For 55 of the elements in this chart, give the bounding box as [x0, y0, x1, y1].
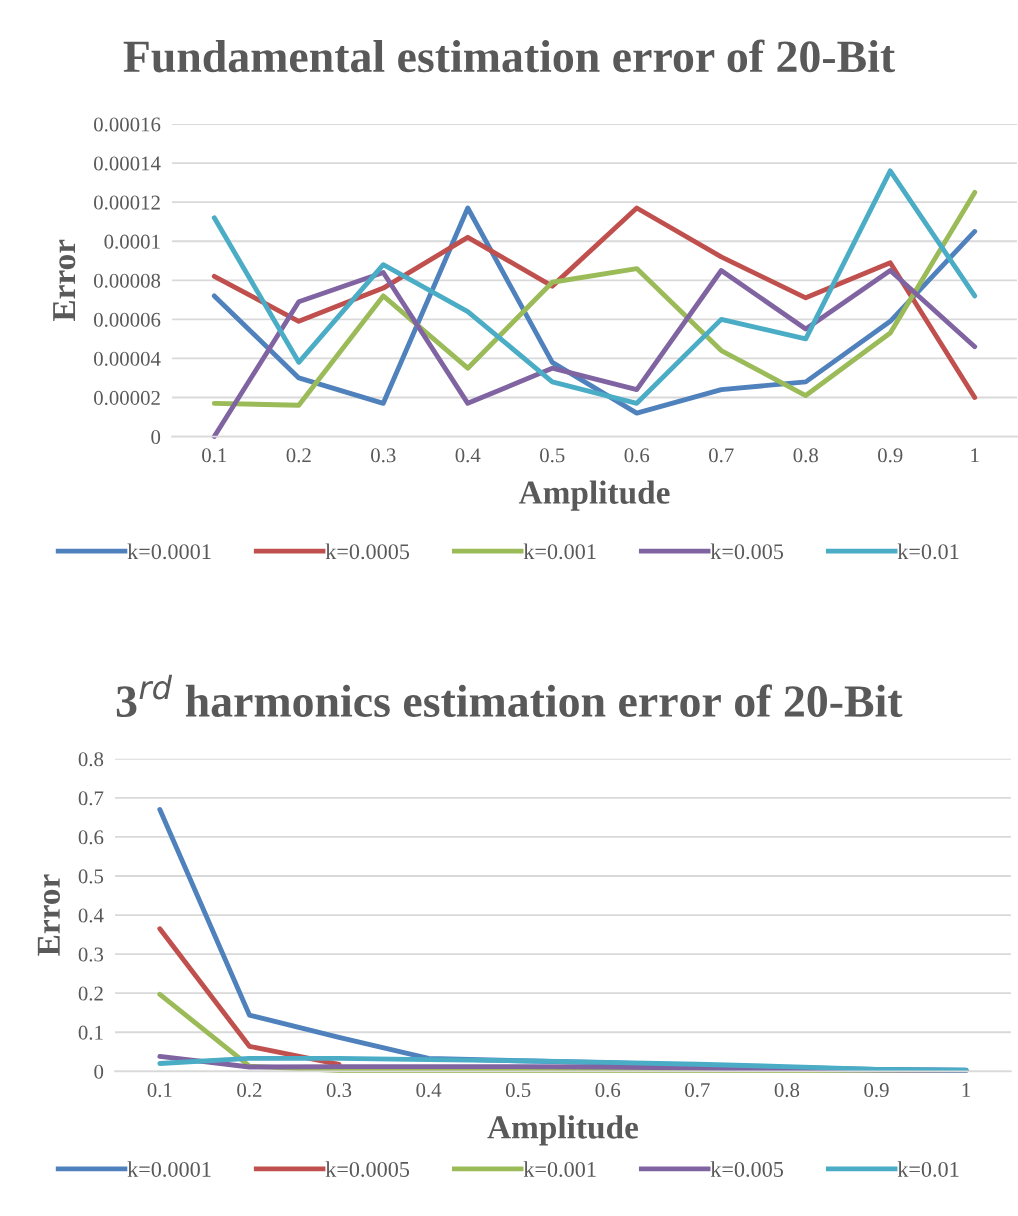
legend-label: k=0.01: [897, 1161, 959, 1177]
x-tick-label: 0.6: [595, 1083, 621, 1098]
line-series: [211, 268, 978, 439]
x-tick-label: 1: [962, 1083, 971, 1097]
y-tick-label: 0.00008: [94, 273, 161, 288]
x-tick-label: 0.1: [202, 448, 227, 463]
legend-label: k=0.0001: [127, 543, 211, 560]
x-tick-label: 0.2: [286, 448, 311, 463]
x-tick-label: 0.6: [624, 448, 650, 463]
legend-label: k=0.0001: [127, 1161, 211, 1177]
y-tick-label: 0.00006: [94, 312, 161, 327]
x-tick-label: 0.4: [416, 1083, 442, 1098]
y-tick-label: 0.3: [78, 947, 104, 962]
x-tick-label: 0.8: [774, 1083, 800, 1098]
y-tick-label: 0.6: [78, 830, 104, 845]
x-tick-label: 0.5: [540, 448, 565, 463]
legend-label: k=0.0005: [325, 543, 410, 560]
y-tick-label: 0.0001: [104, 234, 160, 249]
x-tick-label: 0.8: [793, 448, 818, 463]
legend-label: k=0.001: [523, 543, 596, 560]
legend-label: k=0.005: [710, 1161, 784, 1177]
x-tick-label: 0.2: [237, 1083, 262, 1098]
y-tick-label: 0.5: [78, 869, 104, 884]
x-tick-label: 0.9: [864, 1083, 889, 1098]
x-tick-label: 0.5: [505, 1083, 531, 1098]
y-tick-label: 0: [94, 1064, 104, 1079]
x-tick-label: 0.7: [685, 1083, 710, 1098]
legend-label: k=0.0005: [325, 1161, 410, 1177]
chart-title: 3$^{rd}$ harmonics estimation error of 20-Bit: [116, 674, 903, 718]
y-tick-label: 0.7: [78, 791, 104, 806]
y-tick-label: 0.8: [78, 752, 104, 767]
y-tick-label: 0.00014: [94, 156, 161, 171]
y-tick-label: 0.1: [78, 1025, 103, 1040]
x-tick-label: 0.7: [709, 448, 734, 463]
x-axis-title: Amplitude: [487, 1115, 639, 1146]
y-axis-title: Error: [53, 239, 76, 322]
y-tick-label: 0.00016: [94, 117, 161, 132]
legend-label: k=0.01: [897, 543, 959, 560]
y-tick-label: 0.00002: [94, 390, 160, 405]
x-tick-label: 0.9: [878, 448, 903, 463]
y-tick-label: 0.4: [78, 908, 104, 923]
x-tick-label: 0.4: [455, 448, 481, 463]
y-tick-label: 0.2: [78, 986, 103, 1001]
x-tick-label: 0.3: [371, 448, 396, 463]
y-axis-title: Error: [37, 874, 60, 956]
legend-label: k=0.001: [523, 1161, 596, 1177]
x-tick-label: 0.3: [326, 1083, 352, 1098]
legend-label: k=0.005: [710, 543, 784, 560]
x-tick-label: 1: [971, 448, 979, 463]
y-tick-label: 0.00012: [94, 195, 160, 210]
y-tick-label: 0: [151, 429, 161, 444]
x-axis-title: Amplitude: [518, 480, 670, 511]
chart-title: Fundamental estimation error of 20-Bit: [123, 39, 895, 73]
x-tick-label: 0.1: [147, 1083, 172, 1098]
y-tick-label: 0.00004: [94, 351, 161, 366]
